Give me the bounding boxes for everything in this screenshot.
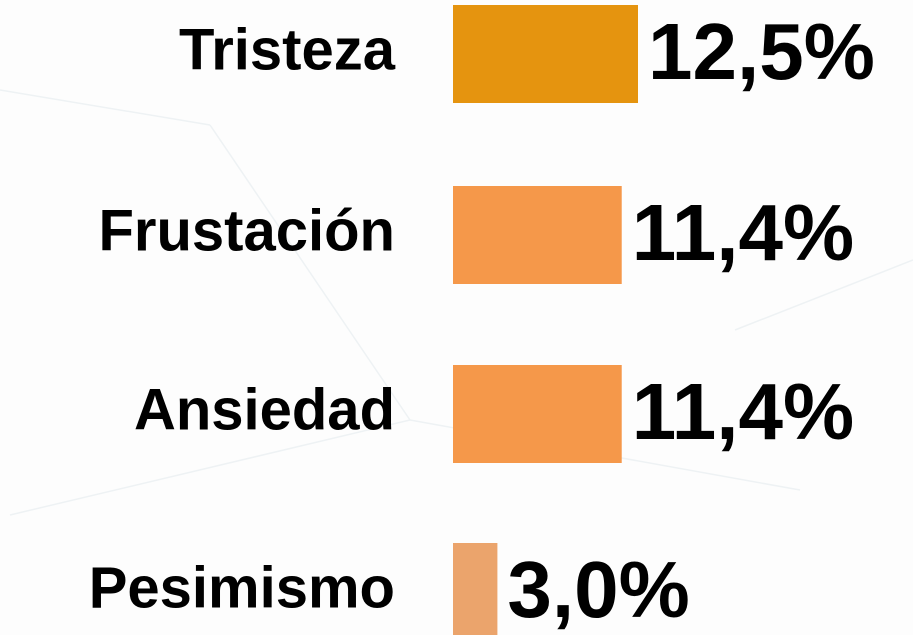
value-label: 12,5% <box>648 7 875 96</box>
bar <box>453 186 622 284</box>
category-label: Pesimismo <box>89 555 395 620</box>
bar <box>453 543 498 635</box>
category-label: Frustación <box>99 198 396 263</box>
value-label: 11,4% <box>632 188 854 277</box>
category-label: Tristeza <box>179 17 396 82</box>
value-label: 11,4% <box>632 367 854 456</box>
bar <box>453 5 638 103</box>
bar <box>453 365 622 463</box>
value-label: 3,0% <box>507 545 689 634</box>
category-label: Ansiedad <box>134 377 395 442</box>
